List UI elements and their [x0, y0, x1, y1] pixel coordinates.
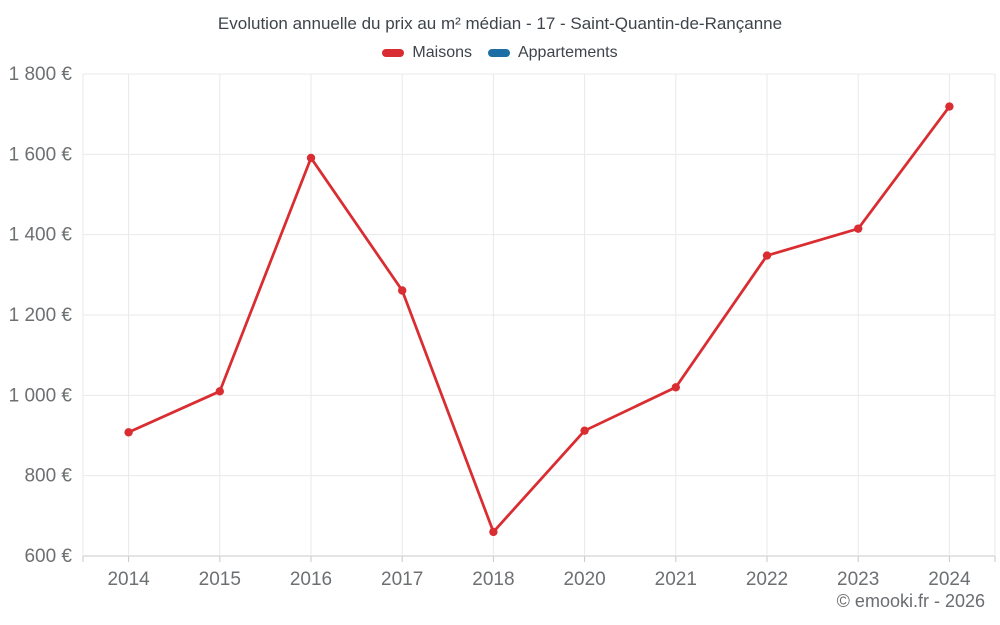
- x-axis-label-2024: 2024: [928, 569, 971, 590]
- data-point-maisons-2017[interactable]: [398, 286, 407, 295]
- data-point-maisons-2024[interactable]: [945, 102, 954, 111]
- y-axis-label: 600 €: [24, 546, 72, 567]
- x-axis-label-2017: 2017: [381, 569, 423, 590]
- x-axis-label-2022: 2022: [746, 569, 788, 590]
- data-point-maisons-2016[interactable]: [306, 153, 316, 163]
- y-axis-label: 1 800 €: [9, 64, 73, 85]
- data-point-maisons-2020[interactable]: [580, 426, 589, 435]
- y-axis-label: 1 400 €: [9, 225, 73, 246]
- legend-item-appartements[interactable]: Appartements: [487, 44, 618, 62]
- y-axis-label: 1 600 €: [9, 144, 73, 165]
- x-axis-label-2021: 2021: [655, 569, 697, 590]
- copyright: © emooki.fr - 2026: [836, 591, 985, 611]
- x-axis-label-2015: 2015: [199, 569, 241, 590]
- legend-label-appartements: Appartements: [517, 44, 618, 61]
- x-axis-label-2018: 2018: [472, 569, 514, 590]
- maisons-line: [127, 105, 951, 534]
- y-axis-label: 1 000 €: [9, 385, 73, 406]
- data-point-maisons-2021[interactable]: [671, 383, 680, 392]
- chart-title: Evolution annuelle du prix au m² médian …: [217, 14, 783, 33]
- x-axis-label-2023: 2023: [837, 569, 879, 590]
- x-axis-label-2020: 2020: [563, 569, 605, 590]
- data-point-maisons-2018[interactable]: [489, 527, 498, 537]
- appartements-series-swatch-icon: [487, 49, 510, 57]
- data-point-maisons-2014[interactable]: [124, 428, 133, 437]
- y-axis-label: 1 200 €: [9, 305, 73, 326]
- data-point-maisons-2022[interactable]: [762, 251, 772, 260]
- data-point-maisons-2015[interactable]: [215, 387, 224, 396]
- maisons-series-swatch-icon: [382, 49, 405, 57]
- y-axis-label: 800 €: [24, 466, 72, 487]
- legend-label-maisons: Maisons: [412, 44, 472, 61]
- data-point-maisons-2023[interactable]: [854, 224, 863, 233]
- chart-legend: Maisons Appartements: [0, 43, 1000, 63]
- x-axis-label-2014: 2014: [107, 569, 150, 590]
- legend-item-maisons[interactable]: Maisons: [382, 44, 472, 62]
- x-axis-label-2016: 2016: [290, 569, 332, 590]
